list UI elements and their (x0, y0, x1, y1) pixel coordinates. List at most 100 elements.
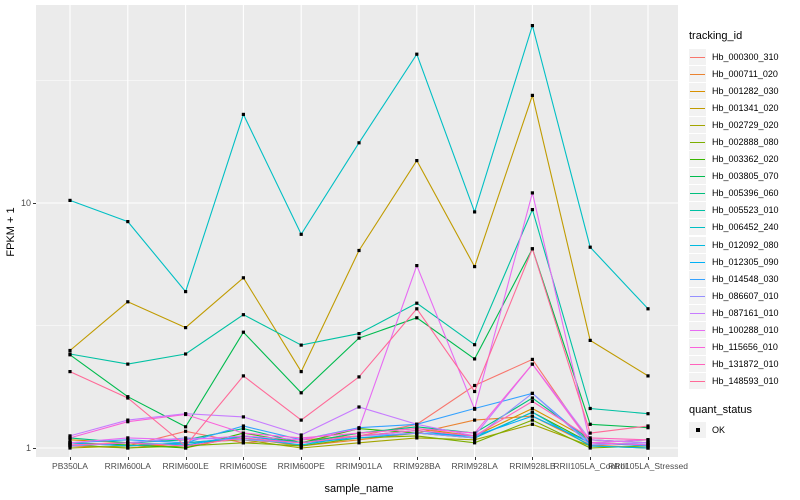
x-tick-label: RRIM928BA (393, 461, 441, 471)
legend-line-icon (690, 364, 705, 366)
plot-canvas (36, 5, 678, 457)
legend-item-Hb_014548_030: Hb_014548_030 (689, 270, 799, 287)
legend-item-label: Hb_000711_020 (712, 68, 778, 79)
legend-item-Hb_006452_240: Hb_006452_240 (689, 219, 799, 236)
data-point (68, 352, 72, 356)
data-point (530, 399, 534, 403)
quant-legend-item: OK (689, 422, 799, 439)
x-tick-label: RRIM928LA (451, 461, 498, 471)
data-point (530, 391, 534, 395)
data-point (357, 427, 361, 431)
data-point (184, 441, 188, 445)
legend-line-icon (690, 295, 705, 297)
legend-item-label: Hb_005396_060 (712, 188, 779, 199)
legend-key-swatch (689, 65, 706, 82)
legend-item-Hb_087161_010: Hb_087161_010 (689, 304, 799, 321)
quant-item-label: OK (712, 425, 726, 436)
data-point (415, 301, 419, 305)
legend-key-swatch (689, 339, 706, 356)
data-point (241, 427, 245, 431)
data-point (241, 313, 245, 317)
legend-line-icon (690, 159, 705, 161)
data-point (357, 332, 361, 336)
data-point (415, 425, 419, 429)
data-point (588, 422, 592, 426)
x-axis-title: sample_name (324, 483, 394, 495)
data-point (241, 438, 245, 442)
data-point (530, 422, 534, 426)
plot-panel (36, 5, 678, 457)
data-point (299, 391, 303, 395)
legend-key-swatch (689, 322, 706, 339)
data-point (184, 444, 188, 448)
data-point (357, 434, 361, 438)
data-point (241, 330, 245, 334)
legend-key-swatch (689, 270, 706, 287)
legend-key-swatch (689, 236, 706, 253)
data-point (530, 418, 534, 422)
data-point (415, 431, 419, 435)
data-point (126, 300, 130, 304)
data-point (473, 418, 477, 422)
legend-key-swatch (689, 82, 706, 99)
data-point (299, 418, 303, 422)
quant-key-swatch (689, 422, 706, 439)
data-point (299, 438, 303, 442)
data-point (415, 422, 419, 426)
data-point (646, 374, 650, 378)
data-point (588, 441, 592, 445)
legend-line-icon (690, 176, 705, 178)
data-point (184, 425, 188, 429)
data-point (184, 412, 188, 417)
legend-item-label: Hb_001341_020 (712, 102, 779, 113)
legend-item-label: Hb_003362_020 (712, 154, 779, 165)
data-point (299, 436, 303, 440)
legend-line-icon (690, 142, 705, 144)
data-point (241, 112, 245, 116)
legend-line-icon (690, 107, 705, 109)
x-tick-label: PB350LA (52, 461, 88, 471)
data-point (68, 198, 72, 202)
data-point (68, 434, 72, 438)
data-point (473, 438, 477, 442)
x-tick-mark (416, 457, 418, 460)
data-point (299, 446, 303, 450)
data-point (415, 434, 419, 438)
data-point (588, 245, 592, 249)
data-point (126, 438, 130, 442)
data-point (357, 431, 361, 435)
data-point (588, 446, 592, 450)
data-point (530, 396, 534, 400)
legend-item-label: Hb_002888_080 (712, 137, 779, 148)
x-tick-mark (127, 457, 129, 460)
legend-key-swatch (689, 356, 706, 373)
data-point (588, 438, 592, 442)
data-point (184, 438, 188, 442)
legend-item-label: Hb_131872_010 (712, 359, 779, 370)
legend-item-Hb_001282_030: Hb_001282_030 (689, 82, 799, 99)
legend-key-swatch (689, 287, 706, 304)
quant-legend-rows: OK (689, 422, 799, 439)
legend-item-Hb_000711_020: Hb_000711_020 (689, 65, 799, 82)
legend-title: tracking_id (689, 30, 743, 42)
data-point (357, 375, 361, 379)
legend-item-Hb_002729_020: Hb_002729_020 (689, 116, 799, 133)
legend-item-label: Hb_100288_010 (712, 325, 779, 336)
x-tick-mark (359, 457, 360, 460)
data-point (473, 431, 477, 435)
data-point (473, 436, 477, 440)
data-point (415, 428, 419, 432)
legend-item-Hb_002888_080: Hb_002888_080 (689, 133, 799, 151)
x-tick-mark (243, 457, 245, 460)
data-point (241, 436, 245, 440)
data-point (530, 93, 534, 97)
legend-line-icon (690, 90, 705, 92)
data-point (646, 424, 650, 428)
x-tick-mark (474, 457, 476, 460)
legend-item-Hb_012305_090: Hb_012305_090 (689, 253, 799, 270)
data-point (299, 343, 303, 347)
quant-legend-title: quant_status (689, 403, 752, 416)
data-point (126, 444, 130, 448)
data-point (473, 434, 477, 438)
